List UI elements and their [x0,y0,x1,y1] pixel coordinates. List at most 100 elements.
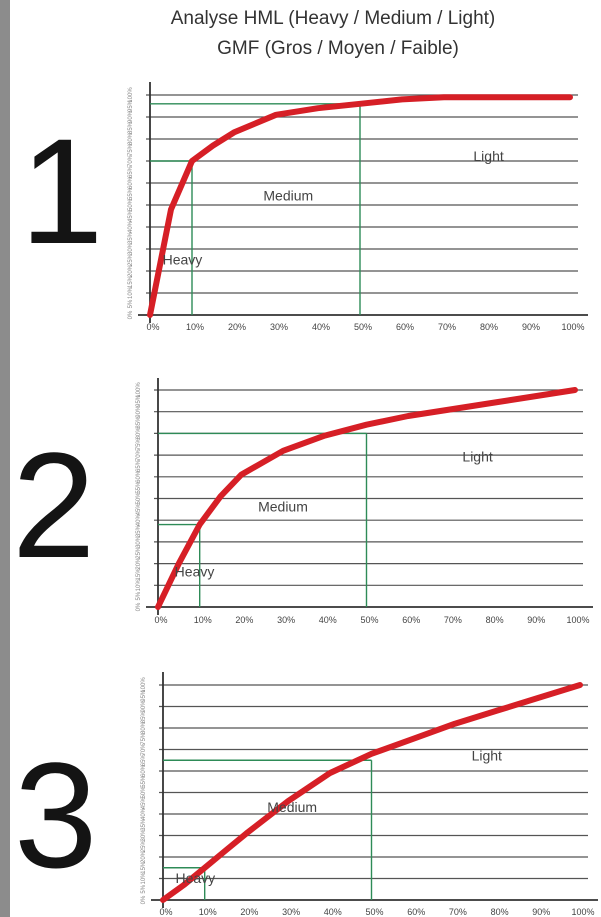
x-tick-label: 100% [566,615,589,625]
y-tick-label: 45% [128,209,134,222]
y-tick-label: 35% [141,818,147,831]
y-tick-label: 80% [136,427,142,440]
x-tick-label: 80% [491,907,509,917]
y-tick-label: 95% [141,689,147,702]
charts-group: 0%5%10%15%20%25%30%35%40%45%50%55%60%65%… [12,82,598,917]
x-tick-label: 90% [532,907,550,917]
y-tick-label: 60% [136,470,142,483]
x-tick-label: 30% [282,907,300,917]
y-tick-label: 90% [141,700,147,713]
y-tick-label: 65% [141,754,147,767]
y-tick-label: 50% [136,492,142,505]
x-tick-label: 60% [407,907,425,917]
x-tick-label: 80% [480,322,498,332]
x-tick-label: 0% [159,907,172,917]
zone-label-medium: Medium [258,499,308,515]
x-tick-label: 30% [270,322,288,332]
y-tick-label: 15% [141,861,147,874]
y-tick-label: 75% [136,438,142,451]
y-tick-label: 70% [136,448,142,461]
x-tick-label: 10% [199,907,217,917]
x-tick-label: 40% [312,322,330,332]
y-tick-label: 100% [136,382,142,398]
y-tick-label: 40% [136,514,142,527]
y-tick-label: 80% [128,132,134,145]
y-tick-label: 0% [128,310,134,319]
y-tick-label: 40% [141,807,147,820]
y-tick-label: 10% [128,286,134,299]
y-tick-label: 25% [141,840,147,853]
panel-number: 3 [14,731,97,899]
chart-3: 0%5%10%15%20%25%30%35%40%45%50%55%60%65%… [14,672,598,917]
x-tick-label: 10% [186,322,204,332]
y-tick-label: 30% [141,829,147,842]
x-tick-label: 60% [396,322,414,332]
zone-label-heavy: Heavy [176,870,216,886]
y-tick-label: 5% [136,591,142,600]
x-tick-label: 50% [360,615,378,625]
y-tick-label: 0% [141,895,147,904]
y-tick-label: 75% [141,732,147,745]
x-tick-label: 100% [561,322,584,332]
title-line-1: Analyse HML (Heavy / Medium / Light) [171,8,496,29]
y-tick-label: 0% [136,602,142,611]
pareto-curve [155,387,578,610]
y-tick-label: 60% [141,764,147,777]
x-tick-label: 90% [522,322,540,332]
y-tick-label: 95% [128,99,134,112]
x-tick-label: 80% [486,615,504,625]
y-tick-label: 10% [136,579,142,592]
x-tick-label: 40% [324,907,342,917]
y-tick-label: 65% [136,459,142,472]
x-tick-label: 70% [444,615,462,625]
y-tick-label: 70% [141,743,147,756]
y-tick-label: 15% [128,275,134,288]
zone-label-light: Light [472,747,502,763]
zone-label-medium: Medium [267,799,317,815]
y-tick-label: 75% [128,143,134,156]
x-tick-label: 50% [365,907,383,917]
zone-label-light: Light [473,148,503,164]
panel-number: 1 [20,107,103,275]
y-tick-label: 35% [128,231,134,244]
y-tick-label: 50% [128,198,134,211]
x-tick-label: 10% [194,615,212,625]
y-tick-label: 55% [128,187,134,200]
y-tick-label: 100% [128,87,134,103]
y-tick-label: 85% [136,416,142,429]
y-tick-label: 20% [128,264,134,277]
pareto-curve [160,682,583,903]
y-tick-label: 90% [128,110,134,123]
y-tick-label: 55% [136,481,142,494]
y-tick-label: 50% [141,786,147,799]
y-tick-label: 20% [141,850,147,863]
panel-number: 2 [12,421,95,589]
y-tick-label: 20% [136,557,142,570]
x-tick-label: 60% [402,615,420,625]
title-line-2: GMF (Gros / Moyen / Faible) [217,38,459,59]
x-tick-label: 0% [146,322,159,332]
x-tick-label: 20% [240,907,258,917]
y-tick-label: 25% [136,546,142,559]
chart-1: 0%5%10%15%20%25%30%35%40%45%50%55%60%65%… [20,82,588,332]
y-tick-label: 85% [128,121,134,134]
y-tick-label: 95% [136,394,142,407]
zone-label-heavy: Heavy [163,251,203,267]
y-tick-label: 80% [141,721,147,734]
x-tick-label: 50% [354,322,372,332]
x-tick-label: 30% [277,615,295,625]
y-tick-label: 45% [141,797,147,810]
x-tick-label: 20% [228,322,246,332]
pareto-curve [147,94,573,318]
y-tick-label: 90% [136,405,142,418]
y-tick-label: 30% [128,242,134,255]
y-tick-label: 70% [128,154,134,167]
chart-2: 0%5%10%15%20%25%30%35%40%45%50%55%60%65%… [12,378,593,625]
y-tick-label: 85% [141,711,147,724]
zone-label-light: Light [462,449,492,465]
zone-label-medium: Medium [263,188,313,204]
y-tick-label: 10% [141,872,147,885]
y-tick-label: 30% [136,535,142,548]
x-tick-label: 20% [235,615,253,625]
